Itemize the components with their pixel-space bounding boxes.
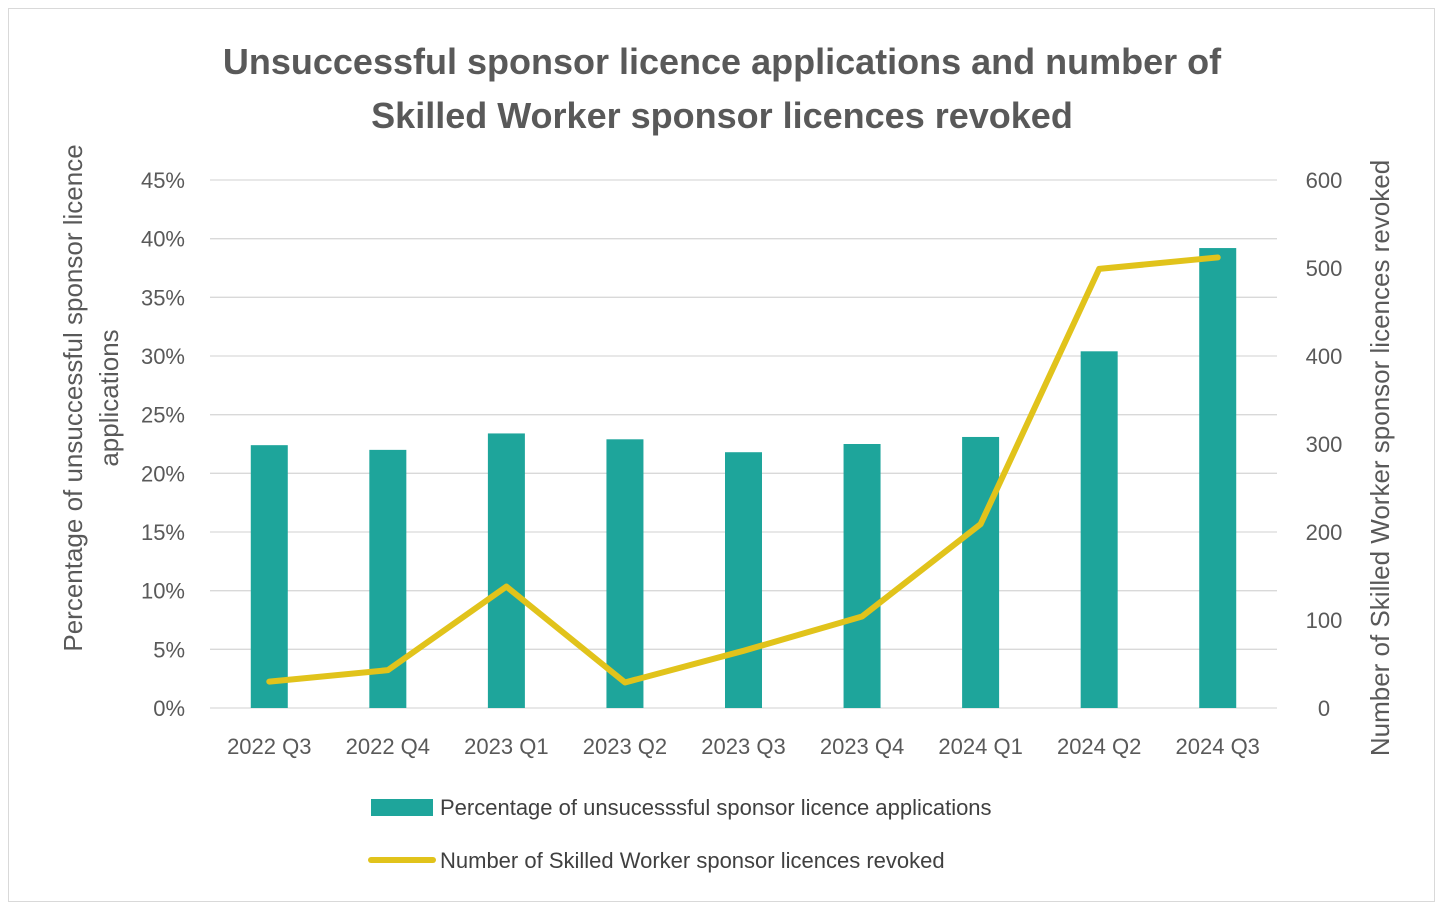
left-axis-title: Percentage of unsuccessful sponsor licen… [58,144,124,651]
left-axis-title-line-1: Percentage of unsuccessful sponsor licen… [58,144,88,651]
left-tick-label: 20% [141,461,185,486]
left-tick-label: 25% [141,403,185,428]
chart-title-line-2: Skilled Worker sponsor licences revoked [371,95,1073,136]
x-tick-label: 2024 Q2 [1057,734,1141,759]
bar [487,433,525,708]
left-tick-label: 5% [153,637,185,662]
right-tick-label: 0 [1318,696,1330,721]
right-tick-label: 500 [1306,256,1343,281]
bar [1080,351,1118,708]
right-tick-label: 300 [1306,432,1343,457]
x-tick-label: 2022 Q4 [346,734,430,759]
left-axis-ticks: 0% 5% 10% 15% 20% 25% 30% 35% 40% 45% [141,168,185,721]
bar [250,445,288,708]
right-axis-title: Number of Skilled Worker sponsor licence… [1365,160,1395,756]
x-tick-label: 2023 Q3 [701,734,785,759]
bar [962,436,1000,708]
left-tick-label: 40% [141,227,185,252]
chart-frame [8,8,1435,902]
x-tick-label: 2024 Q1 [938,734,1022,759]
left-tick-label: 45% [141,168,185,193]
legend: Percentage of unsucesssful sponsor licen… [368,795,992,873]
left-tick-label: 35% [141,285,185,310]
x-tick-label: 2023 Q2 [583,734,667,759]
left-axis-title-line-2: applications [94,329,124,466]
right-tick-label: 100 [1306,608,1343,633]
left-tick-label: 0% [153,696,185,721]
left-tick-label: 10% [141,579,185,604]
legend-label-bar: Percentage of unsucesssful sponsor licen… [440,795,992,820]
left-tick-label: 15% [141,520,185,545]
right-axis-ticks: 0 100 200 300 400 500 600 [1306,168,1343,721]
x-tick-label: 2023 Q1 [464,734,548,759]
line-series [266,254,1221,686]
x-tick-label: 2023 Q4 [820,734,904,759]
legend-swatch-bar [371,799,433,816]
legend-label-line: Number of Skilled Worker sponsor licence… [440,848,945,873]
bar [1199,248,1237,708]
x-tick-label: 2022 Q3 [227,734,311,759]
right-tick-label: 200 [1306,520,1343,545]
left-tick-label: 30% [141,344,185,369]
right-tick-label: 600 [1306,168,1343,193]
x-axis-ticks: 2022 Q3 2022 Q4 2023 Q1 2023 Q2 2023 Q3 2023 … [227,734,1260,759]
right-axis-title-text: Number of Skilled Worker sponsor licence… [1365,160,1395,756]
chart-title-line-1: Unsuccessful sponsor licence application… [223,41,1222,82]
bar-series [250,248,1237,708]
right-tick-label: 400 [1306,344,1343,369]
bar [606,439,644,708]
x-tick-label: 2024 Q3 [1176,734,1260,759]
bar [725,452,762,708]
bar [843,444,881,708]
